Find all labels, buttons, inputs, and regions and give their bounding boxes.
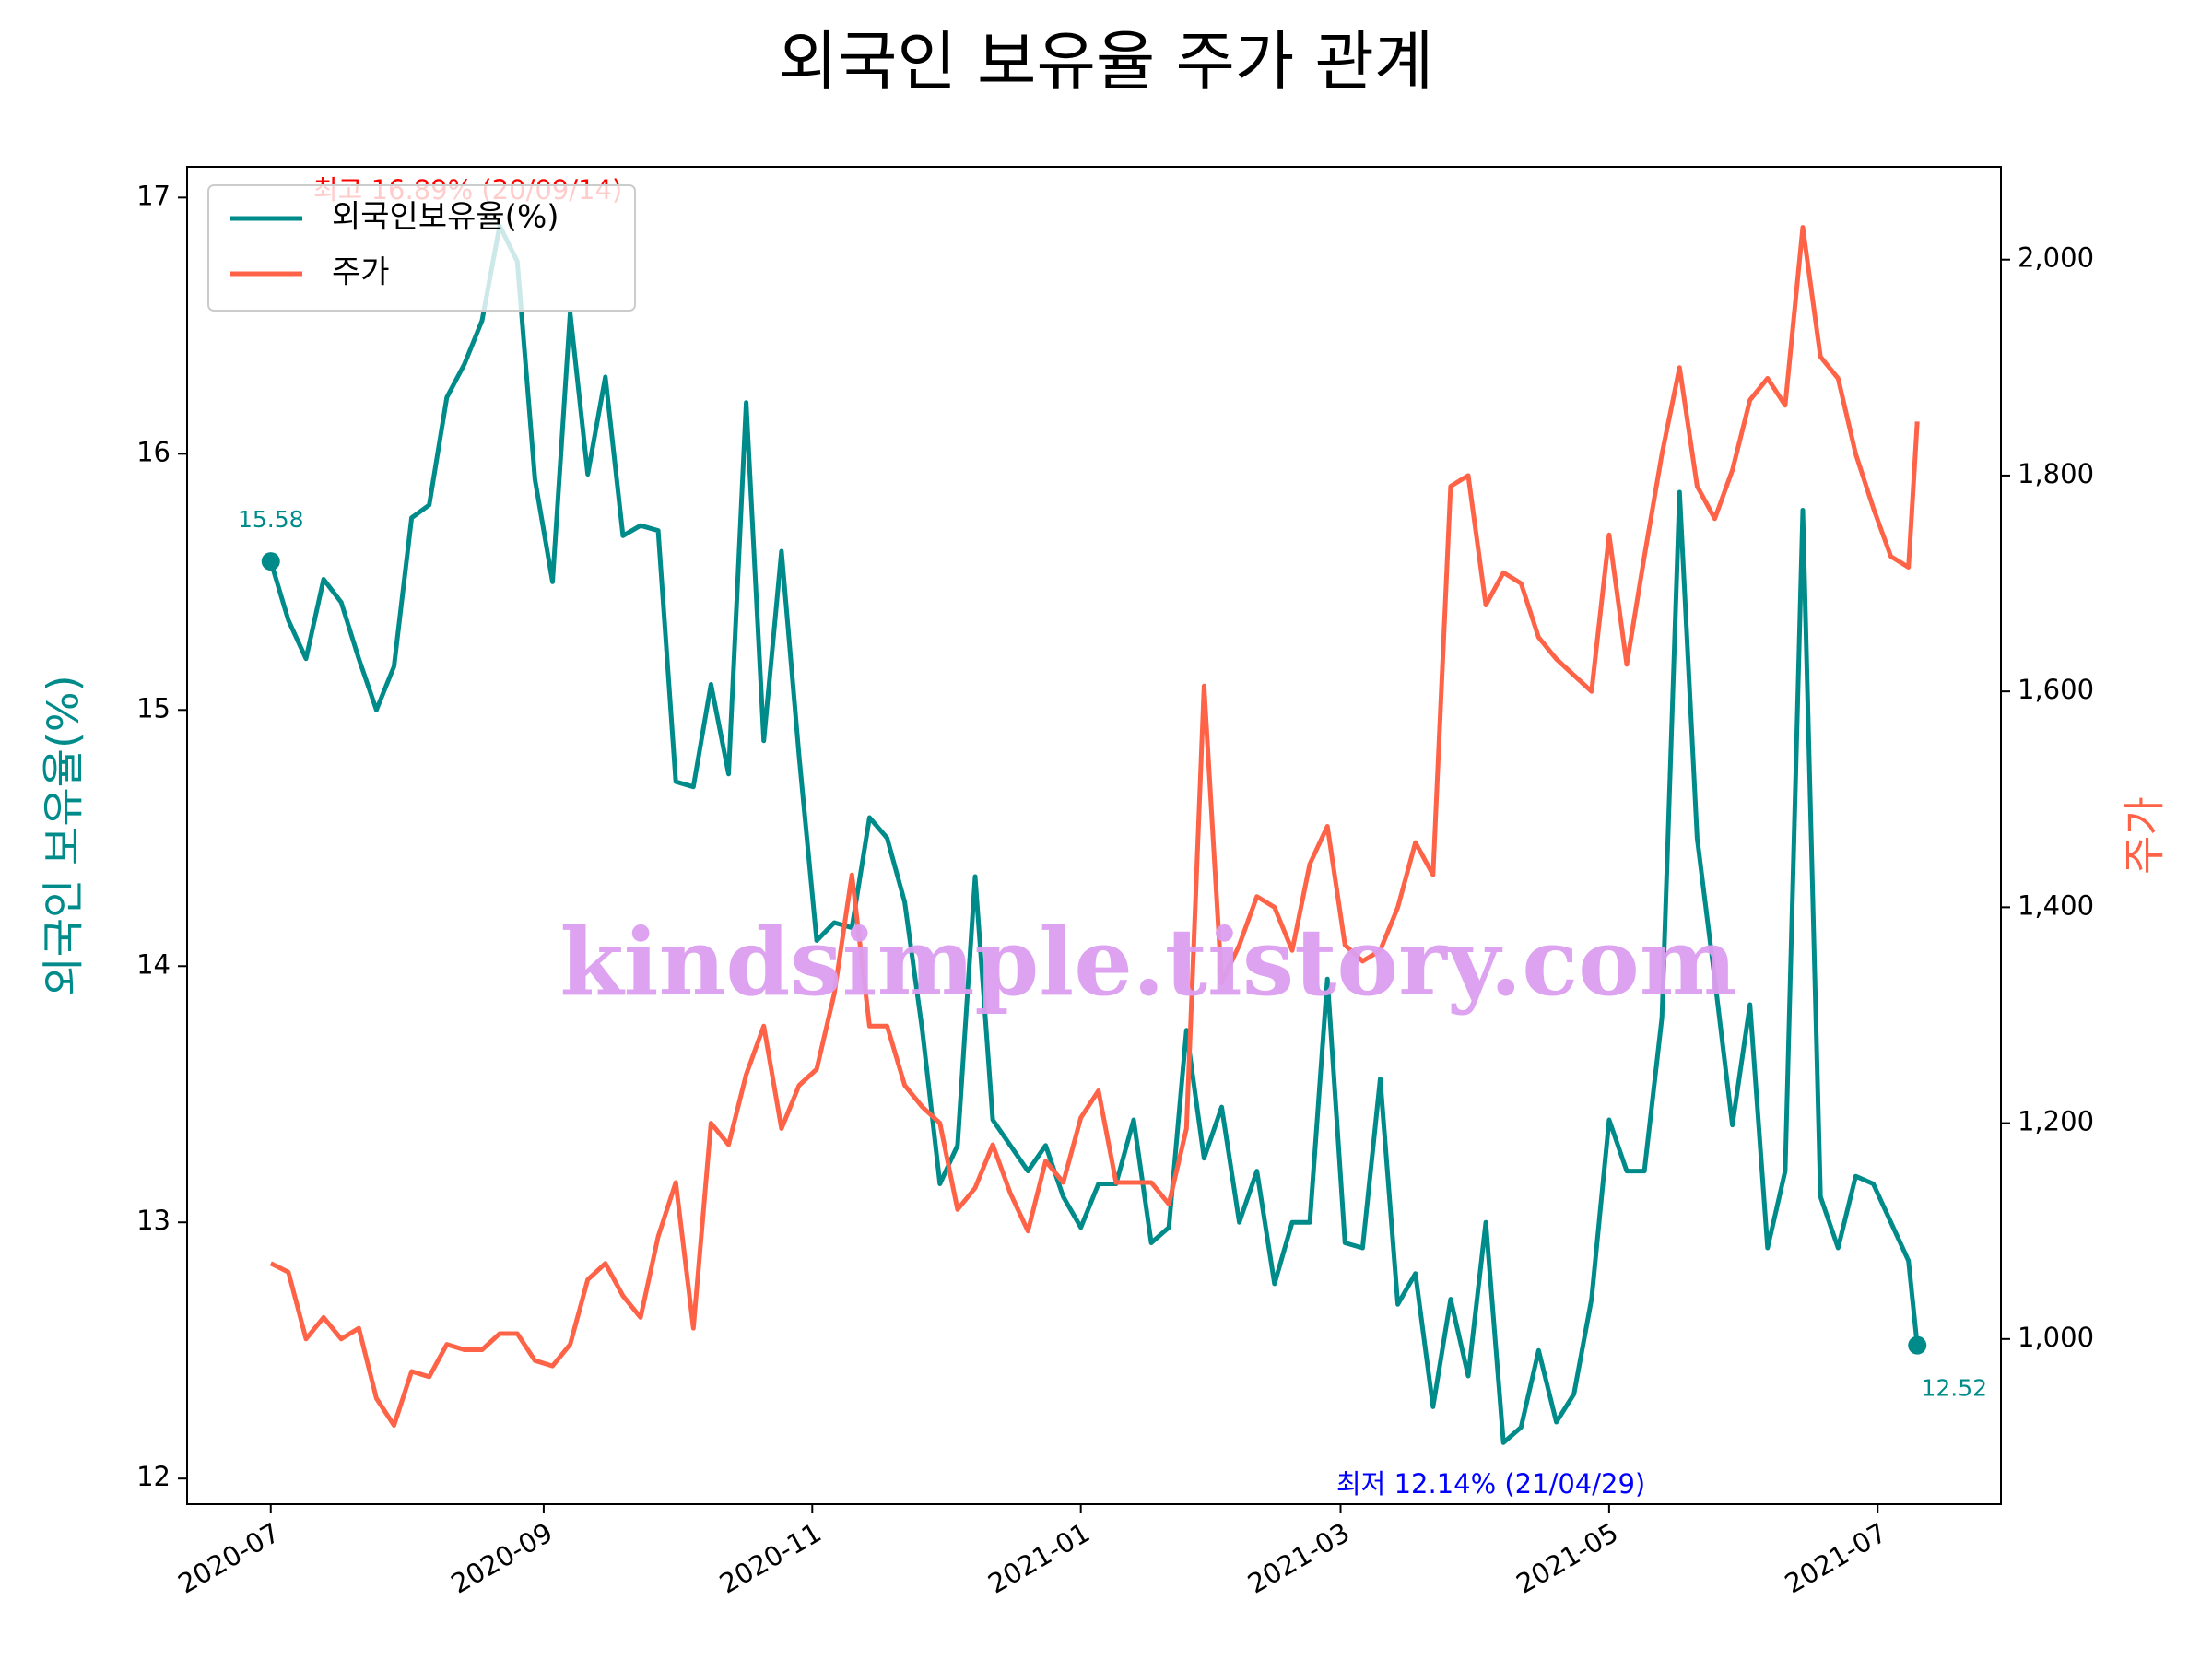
y-axis-label: 외국인 보유율(%): [39, 675, 88, 995]
y-tick-label: 12: [136, 1461, 171, 1492]
annotation: 최저 12.14% (21/04/29): [1336, 1468, 1645, 1500]
y-tick-label: 17: [136, 180, 171, 211]
point-label: 15.58: [238, 506, 304, 533]
y-tick-label: 13: [136, 1205, 171, 1236]
point-marker: [1908, 1335, 1927, 1355]
plot-frame: [186, 166, 2002, 1505]
y-tick-label: 16: [136, 436, 171, 467]
series-line: [268, 223, 1920, 1445]
point-label: 12.52: [1921, 1375, 1987, 1402]
y2-tick-label: 1,000: [2018, 1322, 2094, 1353]
y2-tick-label: 1,600: [2018, 674, 2094, 705]
watermark: kindsimple.tistory.com: [559, 908, 1736, 1017]
y2-tick-label: 1,800: [2018, 458, 2094, 489]
y2-axis-label: 주가: [2120, 796, 2170, 875]
y2-tick-label: 1,400: [2018, 889, 2094, 921]
y-tick-label: 15: [136, 692, 171, 724]
chart-title: 외국인 보유율 주가 관계: [779, 24, 1434, 100]
legend-box: [207, 184, 636, 312]
legend: 외국인보유율(%) 주가: [207, 184, 636, 312]
point-marker: [261, 552, 280, 571]
y-tick-label: 14: [136, 948, 171, 980]
y2-tick-label: 2,000: [2018, 242, 2094, 274]
y2-tick-label: 1,200: [2018, 1106, 2094, 1137]
legend-label: 외국인보유율(%): [332, 199, 559, 236]
legend-label: 주가: [332, 254, 390, 291]
series-line: [269, 225, 1920, 1428]
